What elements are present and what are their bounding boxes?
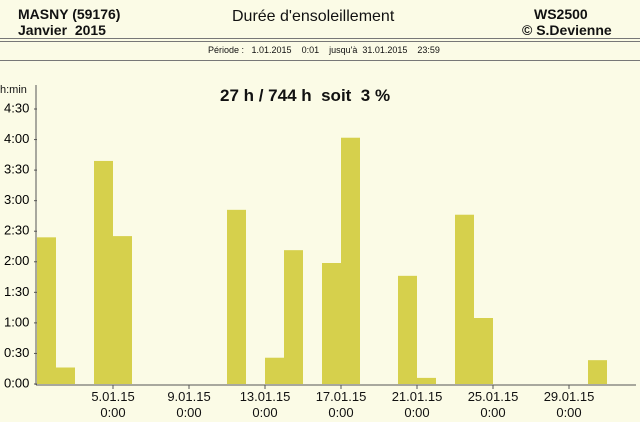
x-tick-label: 17.01.15 0:00 <box>315 389 367 420</box>
rule <box>0 38 640 42</box>
bar <box>417 377 436 384</box>
y-tick-label: 0:30 <box>4 345 29 360</box>
y-tick-label: 0:00 <box>4 375 29 390</box>
bar <box>113 236 132 384</box>
x-tick-label: 21.01.15 0:00 <box>391 389 443 420</box>
y-tick-label: 4:00 <box>4 131 29 146</box>
y-tick-label: 2:30 <box>4 223 29 238</box>
bar <box>265 357 284 384</box>
subtitle: 27 h / 744 h soit 3 % <box>220 86 391 105</box>
bar <box>56 367 75 384</box>
bar <box>284 250 303 384</box>
y-tick-label: 1:00 <box>4 314 29 329</box>
station: MASNY (59176) <box>18 6 121 22</box>
x-tick-label: 13.01.15 0:00 <box>239 389 291 420</box>
bar <box>474 318 493 384</box>
y-tick-label: 4:30 <box>4 100 29 115</box>
y-tick-label: 1:30 <box>4 284 29 299</box>
bar <box>398 275 417 384</box>
month: Janvier 2015 <box>18 22 106 38</box>
y-axis-label: h:min <box>0 84 27 96</box>
bar <box>322 263 341 384</box>
bar <box>227 209 246 384</box>
author: © S.Devienne <box>522 22 612 38</box>
x-tick-label: 9.01.15 0:00 <box>167 389 211 420</box>
x-tick-label: 5.01.15 0:00 <box>91 389 135 420</box>
device: WS2500 <box>534 6 588 22</box>
y-tick-label: 3:30 <box>4 162 29 177</box>
x-tick-label: 25.01.15 0:00 <box>467 389 519 420</box>
y-tick-label: 3:00 <box>4 192 29 207</box>
y-tick-label: 2:00 <box>4 253 29 268</box>
bar <box>455 214 474 384</box>
bar <box>94 160 113 384</box>
bar <box>37 237 56 384</box>
bar <box>341 137 360 384</box>
period: Période : 1.01.2015 0:01 jusqu'à 31.01.2… <box>208 45 440 55</box>
rule <box>0 60 640 61</box>
x-tick-label: 29.01.15 0:00 <box>543 389 595 420</box>
title: Durée d'ensoleillement <box>232 8 395 25</box>
bar <box>588 360 607 384</box>
